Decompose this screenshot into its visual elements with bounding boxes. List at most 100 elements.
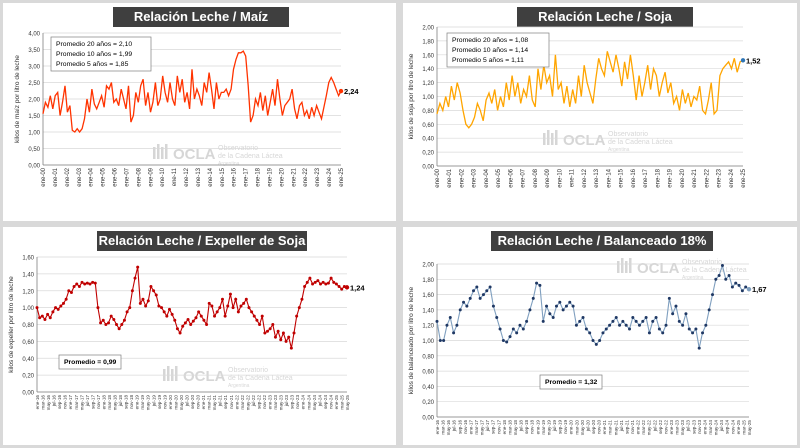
x-tick-label: ene-13 bbox=[594, 168, 600, 187]
data-point bbox=[677, 319, 681, 323]
series-line bbox=[42, 50, 342, 134]
data-point bbox=[311, 282, 315, 286]
data-point bbox=[43, 317, 47, 321]
data-point bbox=[56, 307, 60, 311]
y-tick-label: 1,20 bbox=[422, 81, 434, 87]
x-tick-label: sep-17 bbox=[90, 395, 95, 409]
x-tick-label: ene-16 bbox=[435, 420, 440, 435]
x-tick-label: may-16 bbox=[446, 420, 451, 436]
x-tick-label: ene-16 bbox=[232, 167, 238, 186]
x-tick-label: ene-23 bbox=[717, 168, 723, 187]
data-point bbox=[80, 280, 84, 284]
data-point bbox=[99, 321, 103, 325]
data-point bbox=[186, 317, 190, 321]
data-point bbox=[215, 310, 219, 314]
x-tick-label: ene-21 bbox=[692, 168, 698, 187]
data-point bbox=[138, 301, 142, 305]
x-tick-label: sep-20 bbox=[591, 420, 596, 434]
data-point bbox=[40, 314, 44, 318]
y-tick-label: 1,60 bbox=[22, 256, 34, 262]
x-tick-label: sep-19 bbox=[157, 395, 162, 409]
y-tick-label: 0,80 bbox=[422, 109, 434, 115]
x-tick-label: ene-09 bbox=[545, 168, 551, 187]
data-point bbox=[674, 304, 678, 308]
x-tick-label: ene-00 bbox=[41, 167, 47, 186]
y-tick-label: 1,40 bbox=[22, 272, 34, 278]
y-tick-label: 1,00 bbox=[28, 131, 40, 137]
y-tick-label: 0,40 bbox=[422, 137, 434, 143]
chart-title-expeller: Relación Leche / Expeller de Soja bbox=[97, 231, 307, 251]
data-point bbox=[654, 316, 658, 320]
data-point bbox=[720, 264, 724, 268]
data-point bbox=[91, 280, 95, 284]
last-point bbox=[344, 285, 350, 290]
x-tick-label: may-23 bbox=[680, 420, 685, 436]
data-point bbox=[329, 276, 333, 280]
data-point bbox=[292, 331, 296, 335]
data-point bbox=[501, 339, 505, 342]
data-point bbox=[730, 285, 734, 289]
data-point bbox=[85, 281, 89, 285]
chart-panel-expeller: Relación Leche / Expeller de Soja OCLA Ob… bbox=[3, 227, 396, 445]
y-tick-label: 0,00 bbox=[422, 165, 434, 171]
logo-line3: Argentina bbox=[682, 275, 704, 281]
data-point bbox=[651, 319, 655, 323]
data-point bbox=[568, 300, 572, 304]
x-tick-label: mar-22 bbox=[240, 395, 245, 410]
y-tick-label: 0,60 bbox=[22, 340, 34, 346]
data-point bbox=[133, 276, 137, 280]
data-point bbox=[458, 308, 462, 312]
data-point bbox=[691, 331, 695, 335]
data-point bbox=[624, 323, 628, 327]
data-point bbox=[498, 327, 502, 331]
data-point bbox=[210, 304, 214, 308]
y-tick-label: 0,20 bbox=[422, 151, 434, 157]
x-tick-label: nov-17 bbox=[496, 420, 501, 434]
data-point bbox=[326, 281, 330, 285]
data-point bbox=[727, 273, 731, 277]
x-tick-label: sep-19 bbox=[558, 420, 563, 434]
y-tick-label: 1,60 bbox=[422, 53, 434, 59]
data-point bbox=[120, 323, 124, 326]
x-tick-label: may-20 bbox=[179, 395, 184, 411]
x-tick-label: ene-10 bbox=[557, 168, 563, 187]
x-tick-label: ene-22 bbox=[234, 395, 239, 410]
data-point bbox=[740, 289, 744, 293]
data-point bbox=[289, 346, 293, 350]
data-point bbox=[631, 316, 635, 320]
x-tick-label: jul-20 bbox=[585, 420, 590, 433]
data-point bbox=[535, 281, 539, 285]
data-point bbox=[618, 323, 622, 327]
x-tick-label: nov-16 bbox=[463, 420, 468, 434]
x-tick-label: ene-19 bbox=[267, 167, 273, 186]
data-point bbox=[681, 323, 685, 327]
data-point bbox=[152, 289, 156, 293]
data-point bbox=[228, 292, 232, 296]
logo-bar bbox=[165, 144, 168, 159]
data-point bbox=[581, 316, 585, 320]
data-point bbox=[305, 280, 309, 284]
data-point bbox=[505, 340, 509, 344]
x-tick-label: ene-25 bbox=[741, 168, 747, 187]
average-legend-line: Promedio = 1,32 bbox=[545, 379, 598, 386]
x-tick-label: ene-06 bbox=[508, 168, 514, 187]
data-point bbox=[88, 282, 92, 286]
logo-bar bbox=[153, 147, 156, 159]
data-point bbox=[472, 289, 476, 293]
x-tick-label: mar-21 bbox=[608, 420, 613, 435]
x-tick-label: mar-17 bbox=[474, 420, 479, 435]
data-point bbox=[114, 323, 118, 326]
x-tick-label: jul-18 bbox=[519, 420, 524, 433]
x-tick-label: ene-19 bbox=[535, 420, 540, 435]
x-tick-label: sep-21 bbox=[624, 420, 629, 434]
y-tick-label: 4,00 bbox=[28, 32, 40, 38]
logo-bar bbox=[617, 261, 620, 273]
average-legend-line: Promedio 20 años = 1,08 bbox=[452, 37, 528, 44]
y-tick-label: 1,80 bbox=[422, 278, 434, 284]
x-tick-label: sep-18 bbox=[524, 420, 529, 434]
average-legend-line: Promedio 20 años = 2,10 bbox=[56, 41, 132, 48]
